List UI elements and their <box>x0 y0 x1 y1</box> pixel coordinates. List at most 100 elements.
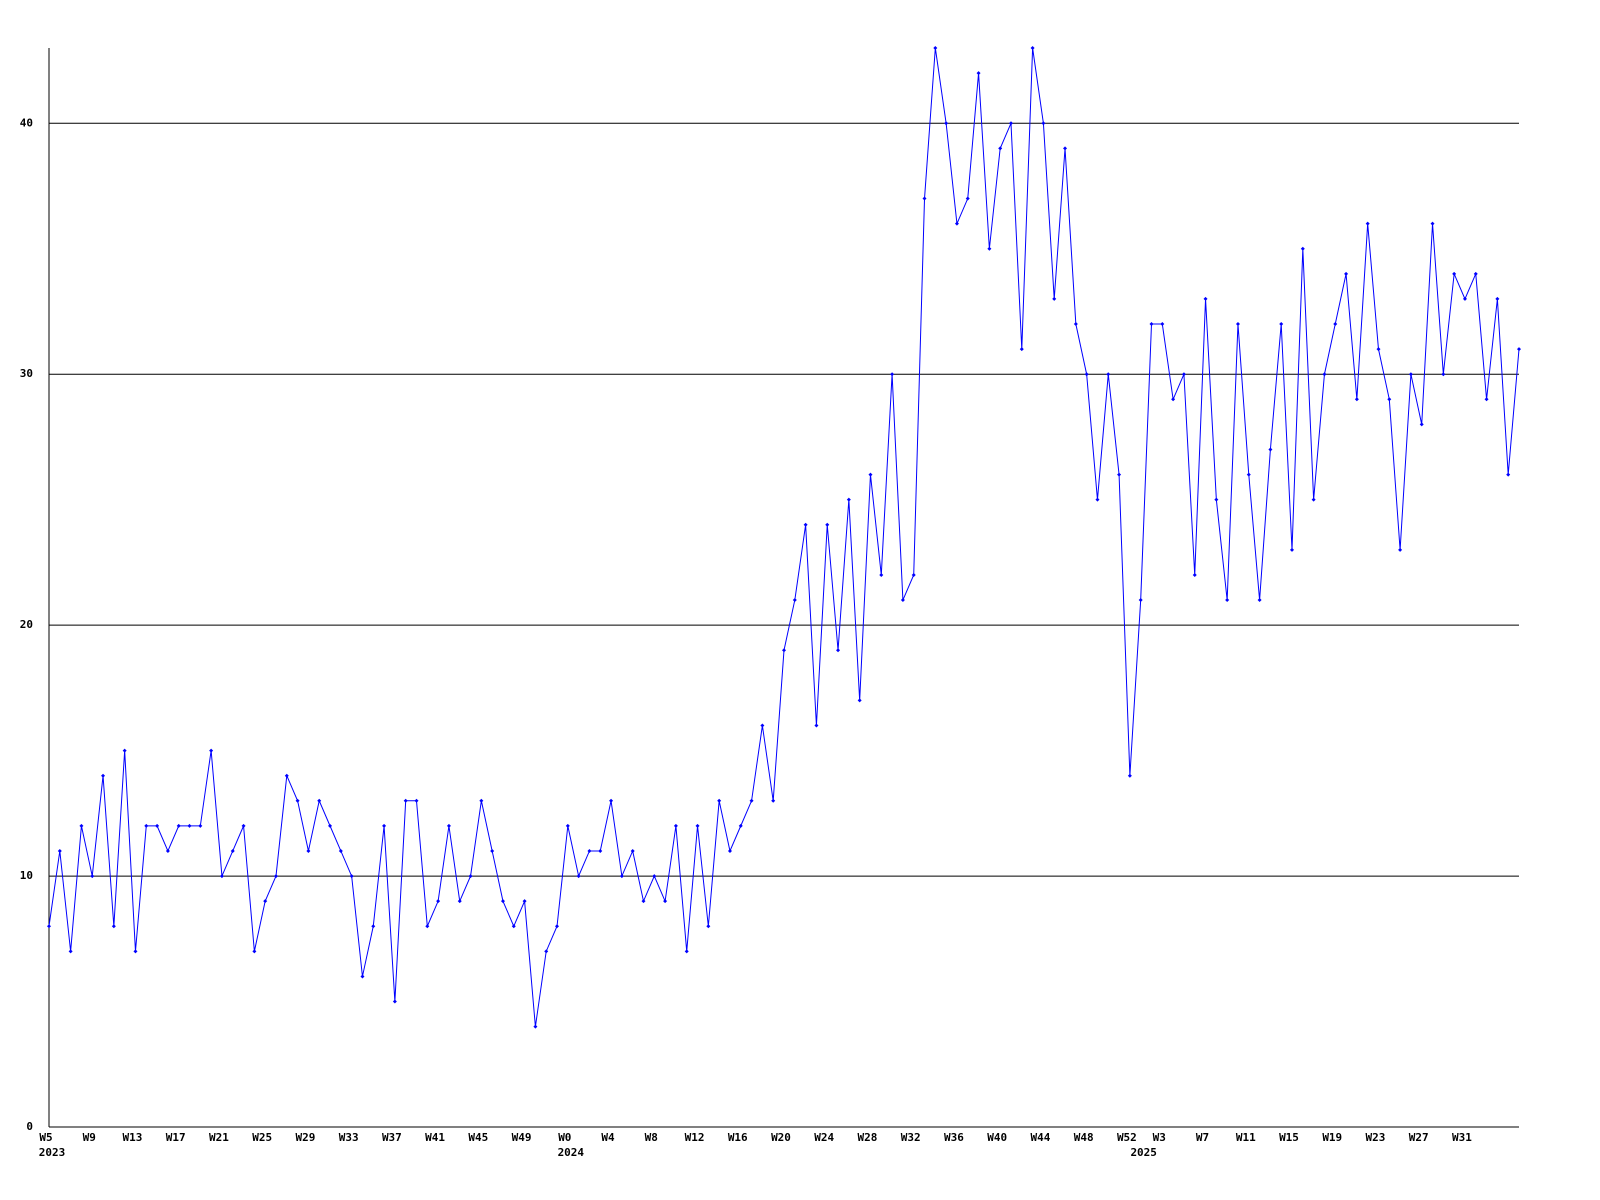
point-marker <box>533 1024 538 1029</box>
x-tick-label: W12 <box>685 1131 705 1144</box>
point-marker <box>414 798 419 803</box>
point-marker <box>1311 497 1316 502</box>
point-marker <box>1268 447 1273 452</box>
point-marker <box>1019 347 1024 352</box>
point-marker <box>122 748 127 753</box>
point-marker <box>500 899 505 904</box>
x-tick-label: W37 <box>382 1131 402 1144</box>
point-marker <box>1473 271 1478 276</box>
point-marker <box>1484 397 1489 402</box>
point-marker <box>219 874 224 879</box>
x-tick-label: W4 <box>601 1131 615 1144</box>
y-tick-label: 30 <box>20 367 33 380</box>
point-marker <box>1322 372 1327 377</box>
point-marker <box>1290 547 1295 552</box>
point-marker <box>987 246 992 251</box>
point-marker <box>1387 397 1392 402</box>
point-marker <box>1117 472 1122 477</box>
point-marker <box>890 372 895 377</box>
point-marker <box>792 598 797 603</box>
point-marker <box>436 899 441 904</box>
x-tick-label: W13 <box>123 1131 143 1144</box>
point-marker <box>1160 322 1165 327</box>
point-marker <box>479 798 484 803</box>
x-tick-label: W23 <box>1366 1131 1386 1144</box>
x-tick-label: W48 <box>1074 1131 1094 1144</box>
point-marker <box>933 46 938 50</box>
point-marker <box>1365 221 1370 226</box>
point-marker <box>1203 296 1208 301</box>
x-tick-label: W29 <box>295 1131 315 1144</box>
x-tick-label: W7 <box>1196 1131 1209 1144</box>
point-marker <box>587 848 592 853</box>
point-marker <box>717 798 722 803</box>
point-marker <box>1300 246 1305 251</box>
x-tick-label: W17 <box>166 1131 186 1144</box>
point-marker <box>1462 296 1467 301</box>
x-year-label: 2024 <box>558 1146 585 1159</box>
point-marker <box>155 823 160 828</box>
x-tick-label: W21 <box>209 1131 229 1144</box>
point-marker <box>1506 472 1511 477</box>
point-marker <box>836 648 841 653</box>
point-marker <box>630 848 635 853</box>
point-marker <box>825 522 830 527</box>
point-marker <box>1430 221 1435 226</box>
x-tick-label: W33 <box>339 1131 359 1144</box>
point-marker <box>976 71 981 76</box>
x-tick-label: W40 <box>987 1131 1007 1144</box>
point-marker <box>652 874 657 879</box>
y-tick-label: 20 <box>20 618 33 631</box>
point-marker <box>1419 422 1424 427</box>
point-marker <box>328 823 333 828</box>
point-marker <box>954 221 959 226</box>
point-marker <box>198 823 203 828</box>
point-marker <box>1063 146 1068 151</box>
point-marker <box>446 823 451 828</box>
x-year-label: 2023 <box>39 1146 66 1159</box>
point-marker <box>1095 497 1100 502</box>
x-tick-label: W20 <box>771 1131 791 1144</box>
x-tick-label: W36 <box>944 1131 964 1144</box>
point-marker <box>176 823 181 828</box>
x-tick-label: W28 <box>858 1131 878 1144</box>
point-marker <box>965 196 970 201</box>
point-marker <box>814 723 819 728</box>
point-marker <box>403 798 408 803</box>
x-tick-label: W19 <box>1322 1131 1342 1144</box>
y-tick-label: 10 <box>20 869 33 882</box>
x-tick-label: W0 <box>558 1131 571 1144</box>
point-marker <box>695 823 700 828</box>
point-marker <box>1257 598 1262 603</box>
point-marker <box>998 146 1003 151</box>
point-marker <box>187 823 192 828</box>
point-marker <box>382 823 387 828</box>
x-tick-label: W32 <box>901 1131 921 1144</box>
point-marker <box>90 874 95 879</box>
point-marker <box>749 798 754 803</box>
point-marker <box>209 748 214 753</box>
point-marker <box>1398 547 1403 552</box>
point-marker <box>738 823 743 828</box>
point-marker <box>911 572 916 577</box>
x-tick-label: W27 <box>1409 1131 1429 1144</box>
x-tick-label: W41 <box>425 1131 445 1144</box>
point-marker <box>857 698 862 703</box>
point-marker <box>609 798 614 803</box>
point-marker <box>1149 322 1154 327</box>
point-marker <box>1246 472 1251 477</box>
point-marker <box>1041 121 1046 126</box>
x-tick-label: W8 <box>645 1131 658 1144</box>
point-marker <box>1452 271 1457 276</box>
point-marker <box>1408 372 1413 377</box>
point-marker <box>47 924 51 929</box>
point-marker <box>306 848 311 853</box>
point-marker <box>1127 773 1132 778</box>
point-marker <box>1214 497 1219 502</box>
x-tick-label: W15 <box>1279 1131 1299 1144</box>
point-marker <box>490 848 495 853</box>
point-marker <box>1517 347 1521 352</box>
point-marker <box>782 648 786 653</box>
point-marker <box>684 949 689 954</box>
point-marker <box>468 874 473 879</box>
